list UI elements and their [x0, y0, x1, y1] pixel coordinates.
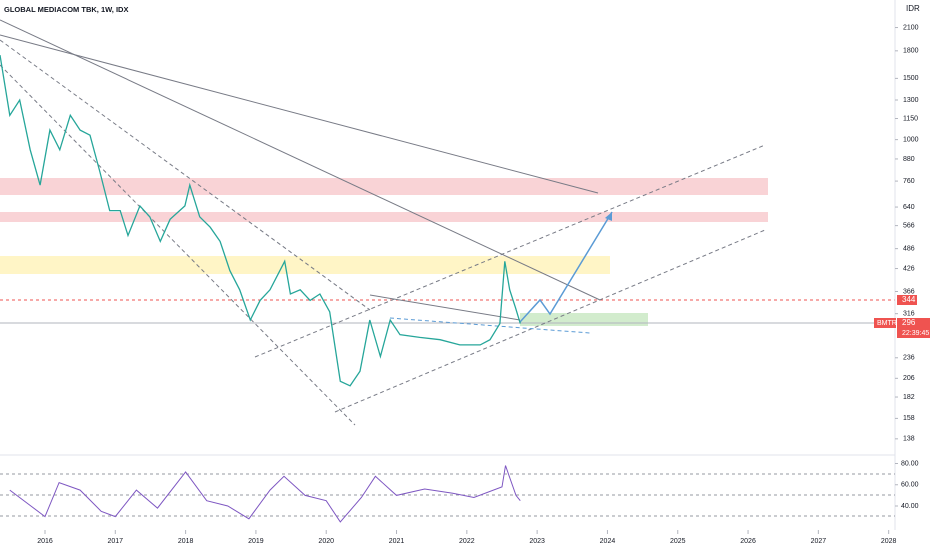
- y-tick-label: 1000: [903, 136, 919, 143]
- x-tick-label: 2017: [108, 538, 124, 545]
- y-tick-label: 640: [903, 204, 915, 211]
- chart-title: GLOBAL MEDIACOM TBK, 1W, IDX: [4, 5, 128, 14]
- x-tick-label: 2024: [600, 538, 616, 545]
- trend-line: [0, 19, 601, 301]
- countdown: 22:39:45: [902, 330, 929, 337]
- level-tag: [897, 295, 917, 305]
- y-tick-label: 760: [903, 178, 915, 185]
- y-tick-label: 1500: [903, 75, 919, 82]
- y-tick-label: 1150: [903, 115, 918, 122]
- x-tick-label: 2016: [37, 538, 53, 545]
- trend-lines: [0, 19, 766, 426]
- x-tick-label: 2027: [811, 538, 827, 545]
- x-tick-label: 2026: [740, 538, 756, 545]
- price-line: [0, 54, 521, 387]
- channel-line: [334, 229, 766, 413]
- channel-line: [389, 317, 591, 334]
- x-tick-label: 2025: [670, 538, 686, 545]
- x-tick-label: 2020: [318, 538, 334, 545]
- y-tick-label: 486: [903, 245, 915, 252]
- level-label: 344: [902, 295, 916, 304]
- x-tick-label: 2019: [248, 538, 264, 545]
- y-tick-label: 366: [903, 288, 915, 295]
- y-tick-label: 138: [903, 436, 915, 443]
- x-tick-label: 2021: [389, 538, 405, 545]
- y-tick-label: 316: [903, 311, 915, 318]
- x-tick-label: 2022: [459, 538, 475, 545]
- y-tick-label: 2100: [903, 24, 919, 31]
- x-tick-label: 2023: [529, 538, 545, 545]
- symbol-label: BMTR: [877, 320, 897, 327]
- price-label: 296: [902, 318, 916, 327]
- symbol-tag: [874, 318, 896, 328]
- y-tick-label: 236: [903, 355, 915, 362]
- trend-line: [0, 34, 599, 194]
- channel-line: [0, 39, 371, 311]
- rsi-tick-label: 60.00: [901, 482, 919, 489]
- y-tick-label: 880: [903, 156, 915, 163]
- x-tick-label: 2028: [881, 538, 897, 545]
- rsi-tick-label: 80.00: [901, 460, 919, 467]
- rsi-tick-label: 40.00: [901, 503, 919, 510]
- y-tick-label: 426: [903, 265, 915, 272]
- currency: IDR: [906, 4, 920, 13]
- y-tick-label: 1300: [903, 97, 919, 104]
- projection-arrow: [519, 211, 613, 323]
- support-zone: [0, 256, 610, 274]
- target-zone: [520, 313, 648, 326]
- resistance-zone: [0, 178, 768, 195]
- y-tick-label: 206: [903, 375, 915, 382]
- x-tick-label: 2018: [178, 538, 194, 545]
- y-tick-label: 566: [903, 222, 915, 229]
- y-tick-label: 158: [903, 415, 915, 422]
- price-tag: [897, 318, 930, 338]
- y-tick-label: 1800: [903, 48, 919, 55]
- rsi-line: [9, 465, 521, 523]
- channel-line: [0, 64, 356, 426]
- arrow-head: [605, 212, 612, 221]
- y-tick-label: 182: [903, 394, 915, 401]
- channel-line: [254, 144, 766, 358]
- zones: [0, 178, 768, 326]
- rsi-bands: [0, 473, 895, 517]
- trend-line: [369, 294, 521, 321]
- resistance-zone: [0, 212, 768, 222]
